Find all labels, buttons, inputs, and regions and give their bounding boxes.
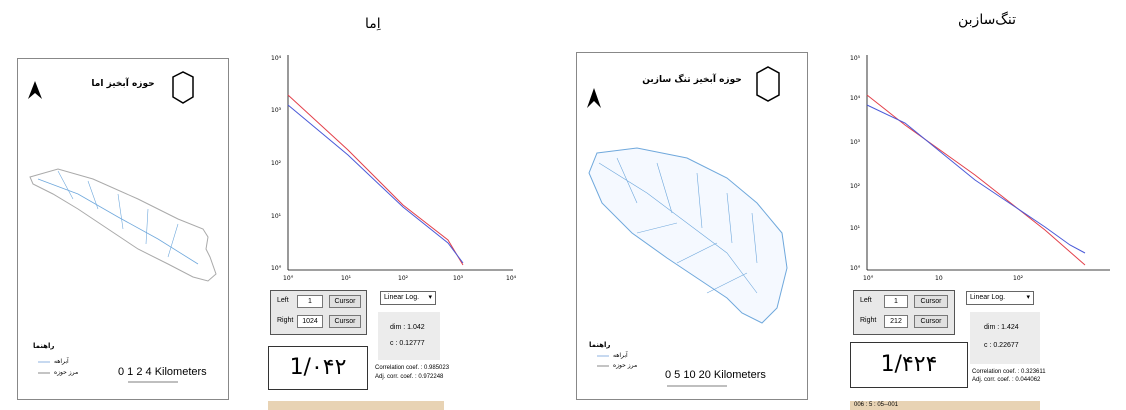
c-value-right: c : 0.22677 — [984, 342, 1019, 349]
series-red-right — [866, 94, 1086, 266]
legend-item-boundary-right: مرز حوزه — [613, 362, 638, 369]
graph-right-svg — [866, 55, 1110, 271]
graph-right: 10⁵ 10⁴ 10³ 10² 10¹ 10° 10° 10 10² — [845, 55, 1115, 290]
right-label: Right — [277, 317, 294, 324]
scale-bar-left: 0 1 2 4 Kilometers — [118, 366, 207, 378]
cursor-panel-left: Left 1 Cursor Right 1024 Cursor — [270, 290, 367, 335]
result-box-right: 1/۴۲۴ — [850, 342, 968, 388]
legend-item-stream-left: آبراهه — [54, 358, 69, 365]
y-tick-left-1: 10³ — [271, 107, 282, 114]
y-tick-right-4: 10¹ — [850, 225, 861, 232]
c-value-left: c : 0.12777 — [390, 340, 425, 347]
adj-corr-left: Adj. corr. coef. : 0.972248 — [375, 374, 444, 380]
y-tick-left-0: 10⁴ — [271, 55, 282, 62]
map-right-drawing — [587, 66, 788, 387]
right-cursor-button[interactable]: Cursor — [329, 315, 361, 328]
dim-panel-right: dim : 1.424 c : 0.22677 — [970, 312, 1040, 364]
map-title-left: حوزه آبخیز اما — [91, 79, 155, 89]
y-tick-right-1: 10⁴ — [850, 95, 861, 102]
series-blue-left — [287, 104, 464, 264]
dim-value-left: dim : 1.042 — [390, 324, 425, 331]
legend-title-left: راهنما — [33, 342, 55, 350]
y-tick-left-4: 10° — [271, 265, 282, 272]
map-left: حوزه آبخیز اما راهنما آبراهه مرز حوزه 0 … — [17, 58, 229, 400]
series-red-left — [287, 94, 464, 266]
y-tick-right-0: 10⁵ — [850, 55, 861, 62]
legend-item-boundary-left: مرز حوزه — [54, 369, 79, 376]
university-logo-icon — [756, 66, 780, 102]
scale-select-left[interactable]: Linear Log. ▾ — [380, 291, 436, 305]
map-left-drawing — [28, 71, 217, 383]
right-cursor-button[interactable]: Cursor — [914, 315, 948, 328]
result-box-left: 1/۰۴۲ — [268, 346, 368, 390]
y-tick-right-5: 10° — [850, 265, 861, 272]
left-label: Left — [860, 297, 872, 304]
y-tick-left-2: 10² — [271, 160, 282, 167]
figure-label-left: اِما — [365, 16, 381, 32]
chevron-down-icon: ▾ — [1026, 294, 1030, 301]
dim-value-right: dim : 1.424 — [984, 324, 1019, 331]
basin-boundary-left — [29, 168, 217, 282]
right-input[interactable]: 1024 — [297, 315, 323, 328]
chevron-down-icon: ▾ — [428, 294, 432, 301]
x-tick-left-0: 10° — [283, 275, 294, 282]
left-input[interactable]: 1 — [297, 295, 323, 308]
scale-select-right-value: Linear Log. — [970, 294, 1006, 301]
status-bar-right: 006 : 5 : 05--001 — [850, 401, 1040, 410]
y-tick-left-3: 10¹ — [271, 213, 282, 220]
series-blue-right — [866, 104, 1086, 254]
left-cursor-button[interactable]: Cursor — [914, 295, 948, 308]
x-tick-left-4: 10⁴ — [506, 275, 517, 282]
status-bar-left — [268, 401, 444, 410]
scale-select-right[interactable]: Linear Log. ▾ — [966, 291, 1034, 305]
x-tick-right-0: 10° — [863, 275, 874, 282]
basin-boundary-right — [588, 147, 788, 324]
y-tick-right-3: 10² — [850, 183, 861, 190]
x-tick-left-3: 10³ — [453, 275, 464, 282]
dim-panel-left: dim : 1.042 c : 0.12777 — [378, 312, 440, 360]
university-logo-icon — [172, 71, 194, 104]
y-tick-right-2: 10³ — [850, 139, 861, 146]
x-tick-right-2: 10² — [1013, 275, 1024, 282]
map-right: حوزه آبخیز تنگ سازبن راهنما آبراهه مرز ح… — [576, 52, 808, 400]
left-input[interactable]: 1 — [884, 295, 908, 308]
map-title-right: حوزه آبخیز تنگ سازبن — [642, 75, 742, 85]
status-text-right: 006 : 5 : 05--001 — [854, 402, 899, 408]
adj-corr-right: Adj. corr. coef. : 0.044062 — [972, 377, 1041, 383]
north-arrow-icon — [587, 88, 601, 108]
x-tick-left-1: 10¹ — [341, 275, 352, 282]
legend-title-right: راهنما — [589, 341, 611, 349]
scale-select-left-value: Linear Log. — [384, 294, 420, 301]
correlation-left: Correlation coef. : 0.985023 — [375, 365, 450, 371]
right-label: Right — [860, 317, 877, 324]
right-input[interactable]: 212 — [884, 315, 908, 328]
cursor-panel-right: Left 1 Cursor Right 212 Cursor — [853, 290, 955, 335]
graph-left: 10⁴ 10³ 10² 10¹ 10° 10° 10¹ 10² 10³ 10⁴ — [263, 55, 518, 295]
left-cursor-button[interactable]: Cursor — [329, 295, 361, 308]
scale-bar-right: 0 5 10 20 Kilometers — [665, 369, 766, 381]
legend-item-stream-right: آبراهه — [613, 352, 628, 359]
correlation-right: Correlation coef. : 0.323611 — [972, 369, 1046, 375]
graph-left-svg — [287, 55, 513, 271]
north-arrow-icon — [28, 81, 42, 99]
left-label: Left — [277, 297, 289, 304]
x-tick-right-1: 10 — [935, 275, 943, 282]
figure-label-right: تنگ‌سازبن — [958, 12, 1016, 28]
x-tick-left-2: 10² — [398, 275, 409, 282]
